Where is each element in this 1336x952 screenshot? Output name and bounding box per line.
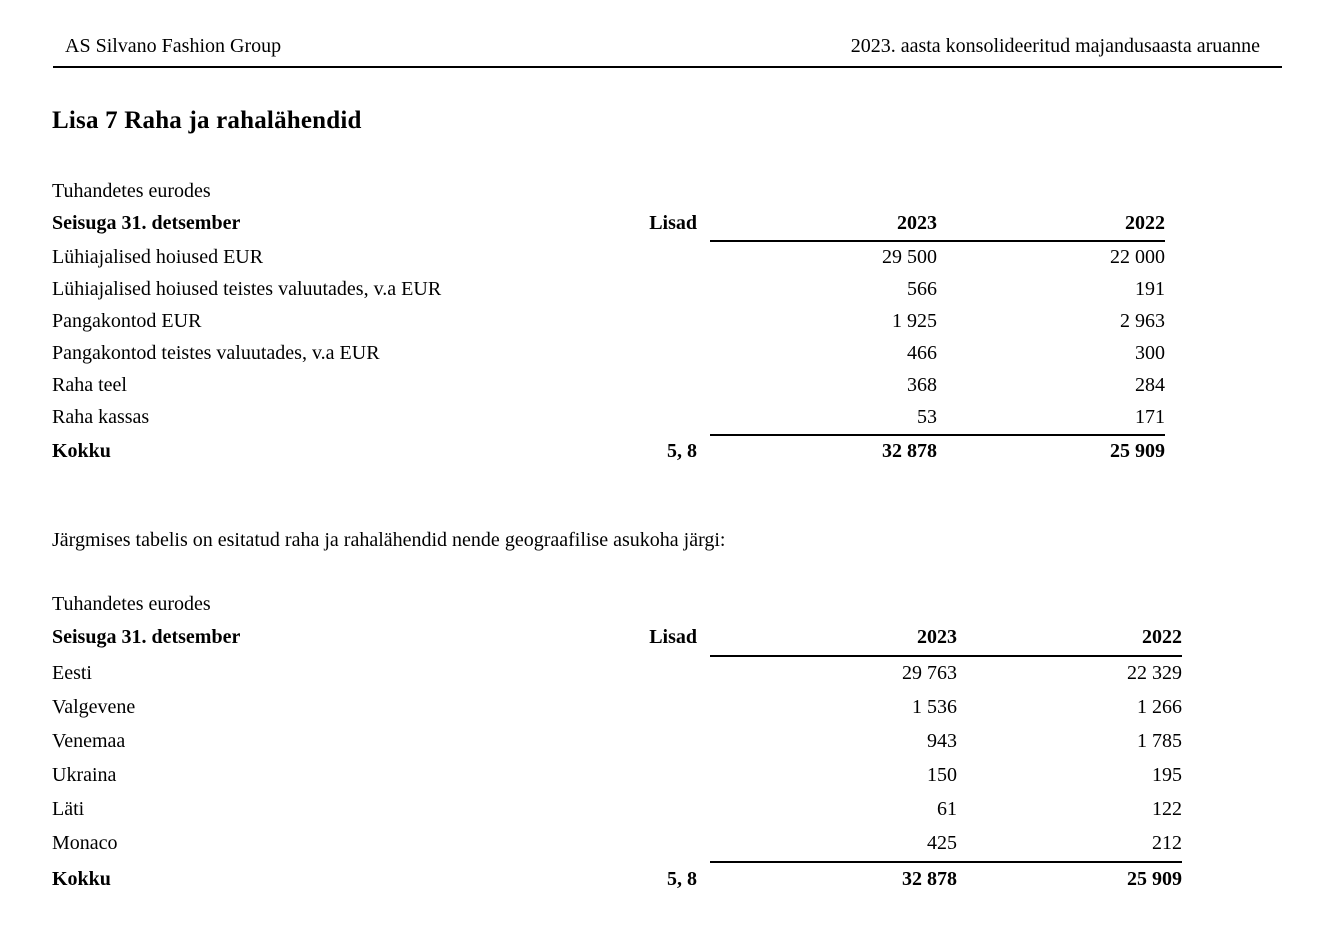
unit-label: Tuhandetes eurodes <box>52 593 211 615</box>
total-value-2023: 32 878 <box>882 440 937 462</box>
row-value-2023: 1 536 <box>912 696 957 718</box>
total-label: Kokku <box>52 868 111 890</box>
row-value-2023: 1 925 <box>892 310 937 332</box>
table-total-row: Kokku 5, 8 32 878 25 909 <box>52 436 1165 468</box>
table-total-rule <box>710 434 1165 436</box>
table-row: Ukraina 150 195 <box>52 759 1182 793</box>
row-value-2022: 1 785 <box>1137 730 1182 752</box>
table-row: Raha teel 368 284 <box>52 370 1165 402</box>
table-row: Venemaa 943 1 785 <box>52 725 1182 759</box>
row-value-2022: 191 <box>1135 278 1165 300</box>
row-label: Pangakontod teistes valuutades, v.a EUR <box>52 342 380 364</box>
row-value-2022: 300 <box>1135 342 1165 364</box>
row-label: Eesti <box>52 662 92 684</box>
row-value-2023: 943 <box>927 730 957 752</box>
header-2023: 2023 <box>917 626 957 648</box>
row-label: Ukraina <box>52 764 117 786</box>
row-value-2022: 122 <box>1152 798 1182 820</box>
row-label: Läti <box>52 798 85 820</box>
header-2022: 2022 <box>1142 626 1182 648</box>
row-label: Lühiajalised hoiused teistes valuutades,… <box>52 278 442 300</box>
total-label: Kokku <box>52 440 111 462</box>
row-value-2022: 22 329 <box>1127 662 1182 684</box>
row-value-2023: 466 <box>907 342 937 364</box>
table-row: Lühiajalised hoiused teistes valuutades,… <box>52 274 1165 306</box>
row-value-2022: 195 <box>1152 764 1182 786</box>
row-value-2023: 150 <box>927 764 957 786</box>
row-label: Raha kassas <box>52 406 150 428</box>
row-value-2022: 2 963 <box>1120 310 1165 332</box>
total-lisad: 5, 8 <box>667 440 697 462</box>
table-header-row: Seisuga 31. detsember Lisad 2023 2022 <box>52 208 1165 240</box>
row-value-2022: 171 <box>1135 406 1165 428</box>
table-row: Monaco 425 212 <box>52 827 1182 861</box>
total-lisad: 5, 8 <box>667 868 697 890</box>
table-row: Eesti 29 763 22 329 <box>52 657 1182 691</box>
header-2023: 2023 <box>897 212 937 234</box>
table-row: Raha kassas 53 171 <box>52 402 1165 434</box>
table-header-rule <box>710 655 1182 657</box>
table-row: Valgevene 1 536 1 266 <box>52 691 1182 725</box>
row-value-2023: 566 <box>907 278 937 300</box>
row-value-2022: 22 000 <box>1110 246 1165 268</box>
table-row: Lühiajalised hoiused EUR 29 500 22 000 <box>52 242 1165 274</box>
table-row: Pangakontod EUR 1 925 2 963 <box>52 306 1165 338</box>
total-value-2022: 25 909 <box>1127 868 1182 890</box>
row-value-2023: 53 <box>917 406 937 428</box>
header-company-name: AS Silvano Fashion Group <box>65 35 282 57</box>
row-value-2023: 425 <box>927 832 957 854</box>
page-title: Lisa 7 Raha ja rahalähendid <box>52 107 362 134</box>
header-divider <box>53 66 1282 68</box>
table-header-row: Seisuga 31. detsember Lisad 2023 2022 <box>52 621 1182 655</box>
running-header: AS Silvano Fashion Group 2023. aasta kon… <box>65 33 1260 59</box>
row-label: Pangakontod EUR <box>52 310 202 332</box>
row-value-2023: 29 500 <box>882 246 937 268</box>
row-label: Valgevene <box>52 696 136 718</box>
table-header-rule <box>710 240 1165 242</box>
table-row: Pangakontod teistes valuutades, v.a EUR … <box>52 338 1165 370</box>
header-2022: 2022 <box>1125 212 1165 234</box>
unit-label: Tuhandetes eurodes <box>52 180 211 202</box>
total-value-2022: 25 909 <box>1110 440 1165 462</box>
table-total-row: Kokku 5, 8 32 878 25 909 <box>52 863 1182 897</box>
row-value-2023: 61 <box>937 798 957 820</box>
row-label: Venemaa <box>52 730 126 752</box>
row-label: Monaco <box>52 832 118 854</box>
header-lisad: Lisad <box>649 212 697 234</box>
header-date-label: Seisuga 31. detsember <box>52 626 241 648</box>
table-row: Läti 61 122 <box>52 793 1182 827</box>
row-label: Lühiajalised hoiused EUR <box>52 246 264 268</box>
row-value-2022: 284 <box>1135 374 1165 396</box>
row-value-2023: 29 763 <box>902 662 957 684</box>
total-value-2023: 32 878 <box>902 868 957 890</box>
header-date-label: Seisuga 31. detsember <box>52 212 241 234</box>
row-value-2023: 368 <box>907 374 937 396</box>
geography-note: Järgmises tabelis on esitatud raha ja ra… <box>52 529 726 551</box>
header-report-name: 2023. aasta konsolideeritud majandusaast… <box>850 35 1260 57</box>
cash-by-geography-table: Tuhandetes eurodes Seisuga 31. detsember… <box>52 589 1182 897</box>
row-label: Raha teel <box>52 374 127 396</box>
row-value-2022: 212 <box>1152 832 1182 854</box>
row-value-2022: 1 266 <box>1137 696 1182 718</box>
table-total-rule <box>710 861 1182 863</box>
cash-by-type-table: Tuhandetes eurodes Seisuga 31. detsember… <box>52 176 1165 468</box>
header-lisad: Lisad <box>649 626 697 648</box>
